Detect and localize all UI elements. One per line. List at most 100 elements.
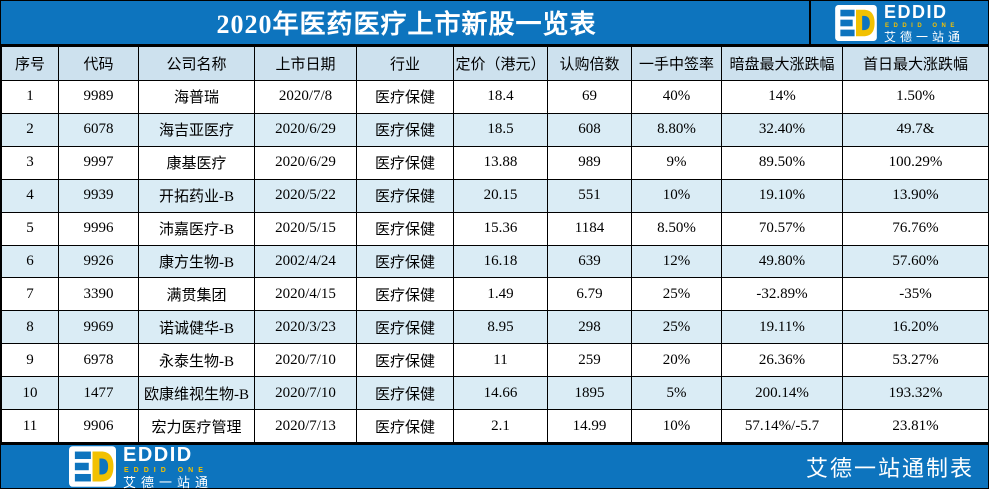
table-cell: 100.29% [842, 145, 988, 180]
table-cell: 16.18 [453, 244, 548, 279]
table-cell: 康方生物-B [138, 244, 255, 279]
table-cell: 57.14%/-5.7 [721, 409, 843, 443]
table-cell: 8.50% [631, 211, 722, 246]
table-cell: 608 [547, 112, 632, 147]
table-cell: 2020/5/15 [254, 211, 357, 246]
table-cell: 9926 [58, 244, 139, 279]
eddid-logo: EDDID EDDID ONE 艾德一站通 [835, 3, 964, 43]
logo-wordmark: EDDID [123, 443, 193, 466]
table-cell: 3 [1, 145, 59, 180]
table-cell: 9% [631, 145, 722, 180]
table-cell: 宏力医疗管理 [138, 409, 255, 443]
table-cell: 1184 [547, 211, 632, 246]
table-cell: 2 [1, 112, 59, 147]
table-row: 6 9926 康方生物-B 2002/4/24 医疗保健 16.18 639 12% 49.80… [1, 244, 988, 279]
logo-text: EDDID EDDID ONE 艾德一站通 [884, 3, 964, 43]
table-cell: 1895 [547, 376, 632, 411]
table-cell: 2020/3/23 [254, 310, 357, 345]
table-cell: 19.10% [721, 178, 843, 213]
table-cell: 298 [547, 310, 632, 345]
table-cell: 2020/7/10 [254, 376, 357, 411]
table-cell: 1477 [58, 376, 139, 411]
eddid-logo-footer: EDDID EDDID ONE 艾德一站通 [69, 445, 213, 489]
table-cell: 医疗保健 [356, 310, 454, 345]
page-title: 2020年医药医疗上市新股一览表 [216, 10, 597, 39]
table-cell: 70.57% [721, 211, 843, 246]
header-band: 2020年医药医疗上市新股一览表 EDDID EDDID ONE 艾德一站通 [1, 1, 988, 46]
table-cell: 6078 [58, 112, 139, 147]
table-cell: 2020/4/15 [254, 277, 357, 312]
table-cell: 9939 [58, 178, 139, 213]
table-cell: 11 [453, 343, 548, 378]
column-header: 认购倍数 [547, 46, 632, 81]
table-cell: 8.95 [453, 310, 548, 345]
header-logo-cell: EDDID EDDID ONE 艾德一站通 [809, 1, 988, 44]
table-cell: 259 [547, 343, 632, 378]
table-cell: 9906 [58, 409, 139, 443]
table-cell: 1 [1, 80, 59, 114]
ipo-table: 序号 代码 公司名称 上市日期 行业 定价（港元） 认购倍数 一手中签率 暗盘最大涨跌幅 首日最大… [1, 46, 988, 443]
table-cell: 医疗保健 [356, 277, 454, 312]
table-cell: 医疗保健 [356, 178, 454, 213]
table-cell: 15.36 [453, 211, 548, 246]
table-cell: 40% [631, 80, 722, 114]
column-header: 首日最大涨跌幅 [842, 46, 988, 81]
table-row: 9 6978 永泰生物-B 2020/7/10 医疗保健 11 259 20% 26.36% 53… [1, 343, 988, 378]
table-cell: 6978 [58, 343, 139, 378]
table-cell: 18.5 [453, 112, 548, 147]
table-cell: 69 [547, 80, 632, 114]
table-cell: 32.40% [721, 112, 843, 147]
table-cell: 8.80% [631, 112, 722, 147]
table-cell: 53.27% [842, 343, 988, 378]
table-cell: 49.80% [721, 244, 843, 279]
table-row: 4 9939 开拓药业-B 2020/5/22 医疗保健 20.15 551 10% 19.10… [1, 178, 988, 213]
table-cell: 3390 [58, 277, 139, 312]
table-cell: 11 [1, 409, 59, 443]
table-cell: 6.79 [547, 277, 632, 312]
column-header: 公司名称 [138, 46, 255, 81]
table-cell: 2020/6/29 [254, 145, 357, 180]
table-cell: 200.14% [721, 376, 843, 411]
table-cell: 76.76% [842, 211, 988, 246]
table-cell: 26.36% [721, 343, 843, 378]
table-cell: 25% [631, 277, 722, 312]
eddid-logo-icon [835, 4, 877, 41]
table-body: 1 9989 海普瑞 2020/7/8 医疗保健 18.4 69 40% 14% 1.50% 2 60… [1, 80, 988, 443]
column-header: 上市日期 [254, 46, 357, 81]
logo-sub-wordmark: EDDID ONE [884, 22, 959, 29]
table-cell: 沛嘉医疗-B [138, 211, 255, 246]
table-row: 2 6078 海吉亚医疗 2020/6/29 医疗保健 18.5 608 8.80% 32.40… [1, 112, 988, 147]
table-cell: 8 [1, 310, 59, 345]
table-cell: 16.20% [842, 310, 988, 345]
table-cell: 18.4 [453, 80, 548, 114]
table-cell: 551 [547, 178, 632, 213]
table-cell: 医疗保健 [356, 211, 454, 246]
table-cell: 海普瑞 [138, 80, 255, 114]
table-cell: -32.89% [721, 277, 843, 312]
table-cell: 25% [631, 310, 722, 345]
table-cell: 57.60% [842, 244, 988, 279]
table-cell: 639 [547, 244, 632, 279]
table-cell: 海吉亚医疗 [138, 112, 255, 147]
column-header: 一手中签率 [631, 46, 722, 81]
credit-text: 艾德一站通制表 [805, 455, 974, 481]
table-cell: 2020/7/13 [254, 409, 357, 443]
table-row: 7 3390 满贯集团 2020/4/15 医疗保健 1.49 6.79 25% -32.89%… [1, 277, 988, 312]
table-cell: 13.88 [453, 145, 548, 180]
logo-wordmark: EDDID [883, 1, 948, 22]
table-cell: 医疗保健 [356, 244, 454, 279]
eddid-logo-icon [69, 446, 116, 487]
table-row: 3 9997 康基医疗 2020/6/29 医疗保健 13.88 989 9% 89.50% 10… [1, 145, 988, 180]
table-cell: 20% [631, 343, 722, 378]
table-cell: 193.32% [842, 376, 988, 411]
footer-band: EDDID EDDID ONE 艾德一站通 艾德一站通制表 [1, 443, 988, 489]
column-header: 行业 [356, 46, 454, 81]
column-header: 定价（港元） [453, 46, 548, 81]
table-cell: 9996 [58, 211, 139, 246]
table-cell: 医疗保健 [356, 80, 454, 114]
table-cell: 1.49 [453, 277, 548, 312]
column-header: 序号 [1, 46, 59, 81]
logo-chinese-name: 艾德一站通 [883, 29, 964, 44]
table-cell: 989 [547, 145, 632, 180]
